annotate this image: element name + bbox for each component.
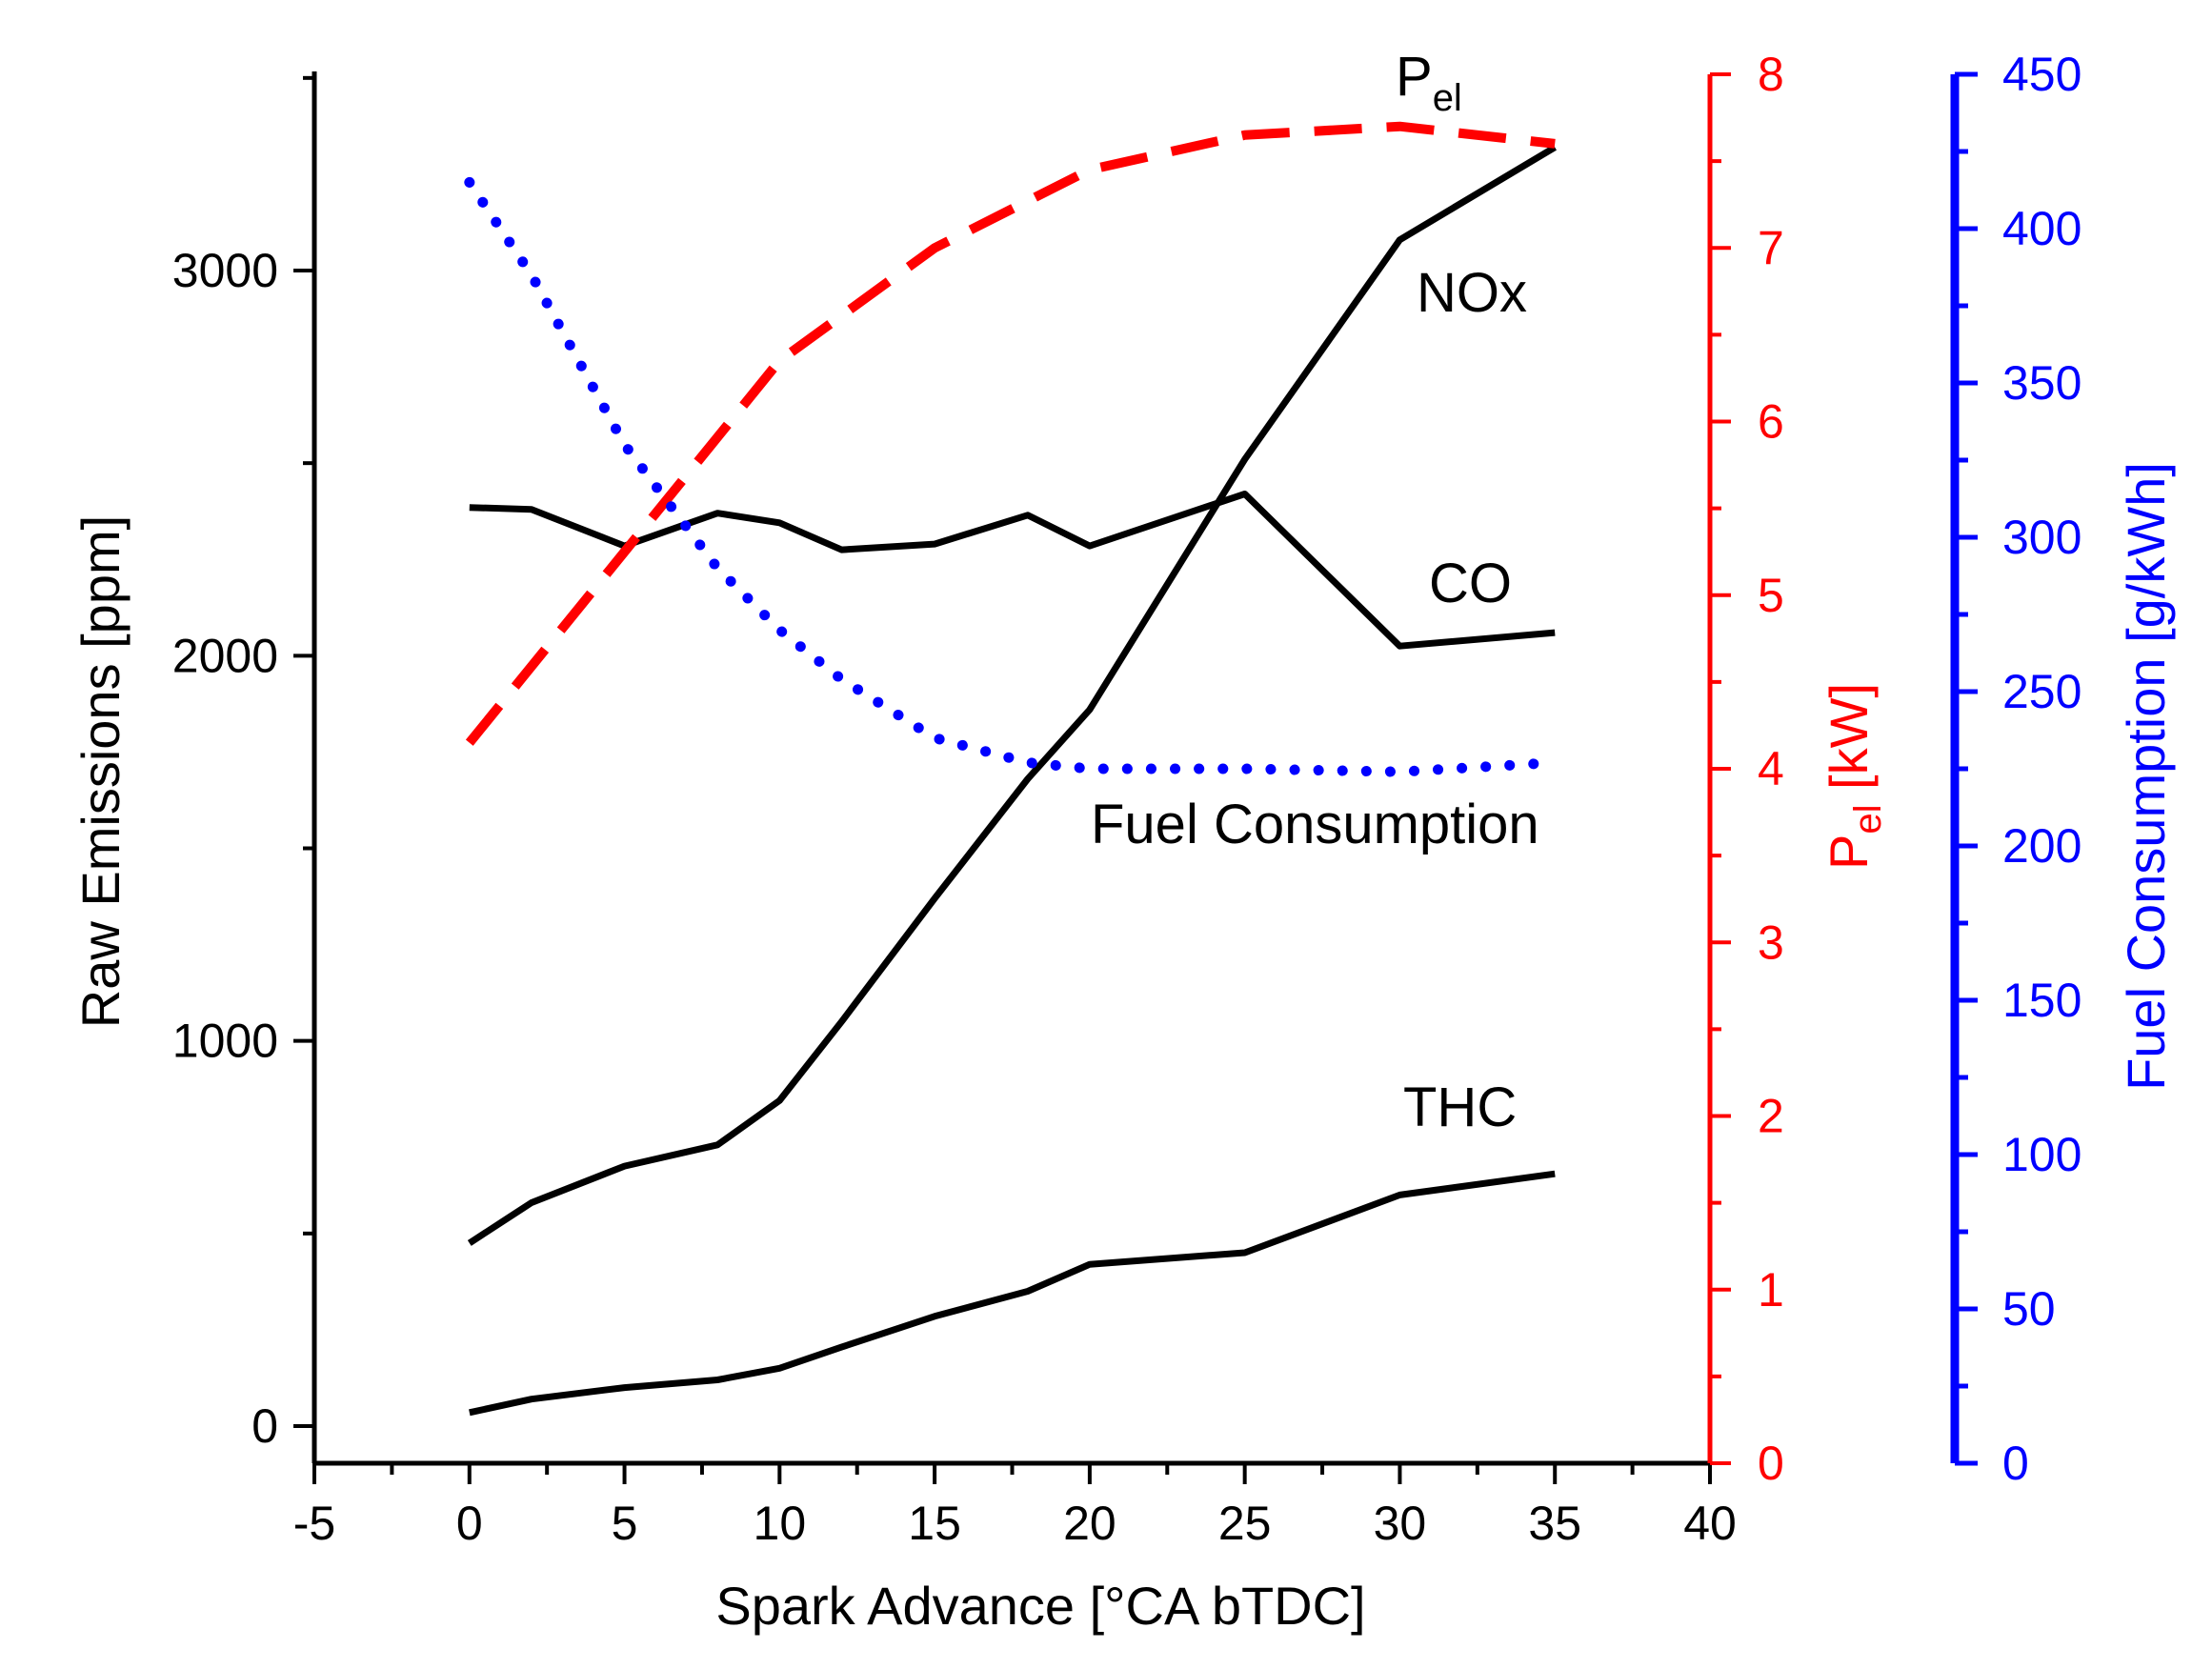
fuel-tick-label: 100 (2002, 1128, 2081, 1181)
power-axis-title-main: P (1819, 834, 1879, 870)
fuel-axis-title: Fuel Consumption [g/kWh] (2116, 462, 2176, 1091)
series-line-nox (467, 144, 1557, 1246)
left-tick-label: 3000 (172, 244, 278, 297)
power-tick-label: 7 (1758, 221, 1784, 274)
x-tick-label: 10 (754, 1497, 807, 1550)
power-axis-title-sub: el (1847, 805, 1889, 834)
left-tick-label: 1000 (172, 1015, 278, 1068)
x-tick-label: 15 (908, 1497, 961, 1550)
series-label-pel: Pel (1396, 46, 1462, 119)
x-tick-label: 30 (1374, 1497, 1427, 1550)
x-tick-label: 20 (1063, 1497, 1116, 1550)
series-label-pel-sub: el (1433, 77, 1462, 119)
fuel-tick-label: 400 (2002, 202, 2081, 255)
series-line-fuel-consumption (464, 176, 1560, 777)
x-tick-label: 0 (456, 1497, 483, 1550)
fuel-tick-label: 150 (2002, 974, 2081, 1027)
x-tick-label: 35 (1528, 1497, 1581, 1550)
fuel-tick-label: 200 (2002, 819, 2081, 873)
series-label-nox: NOx (1417, 262, 1527, 324)
power-axis-title-unit: [kW] (1819, 683, 1879, 805)
left-axis-title: Raw Emissions [ppm] (70, 515, 131, 1028)
power-tick-label: 5 (1758, 569, 1784, 622)
power-tick-label: 6 (1758, 395, 1784, 449)
power-tick-label: 4 (1758, 742, 1784, 795)
fuel-tick-label: 50 (2002, 1282, 2056, 1336)
series-label-fuel-consumption: Fuel Consumption (1091, 794, 1539, 855)
x-tick-label: 40 (1683, 1497, 1737, 1550)
power-tick-label: 3 (1758, 915, 1784, 969)
power-tick-label: 2 (1758, 1090, 1784, 1143)
fuel-tick-label: 250 (2002, 665, 2081, 718)
fuel-tick-label: 350 (2002, 356, 2081, 410)
series-line-pel (465, 121, 1556, 746)
fuel-tick-label: 0 (2002, 1437, 2029, 1490)
fuel-tick-label: 450 (2002, 48, 2081, 101)
fuel-tick-label: 300 (2002, 511, 2081, 564)
x-tick-label: -5 (293, 1497, 335, 1550)
power-tick-label: 8 (1758, 48, 1784, 101)
series-label-co: CO (1429, 553, 1512, 614)
x-tick-label: 25 (1218, 1497, 1272, 1550)
left-tick-label: 2000 (172, 629, 278, 682)
power-tick-label: 0 (1758, 1437, 1784, 1490)
series-label-pel-main: P (1396, 46, 1433, 108)
power-axis-title: Pel [kW] (1819, 683, 1889, 870)
series-line-thc (469, 1170, 1556, 1417)
x-tick-label: 5 (612, 1497, 638, 1550)
power-tick-label: 1 (1758, 1263, 1784, 1317)
x-axis-title: Spark Advance [°CA bTDC] (715, 1576, 1365, 1636)
left-tick-label: 0 (251, 1399, 278, 1453)
series-label-thc: THC (1403, 1076, 1517, 1138)
series-line-co (469, 491, 1556, 650)
